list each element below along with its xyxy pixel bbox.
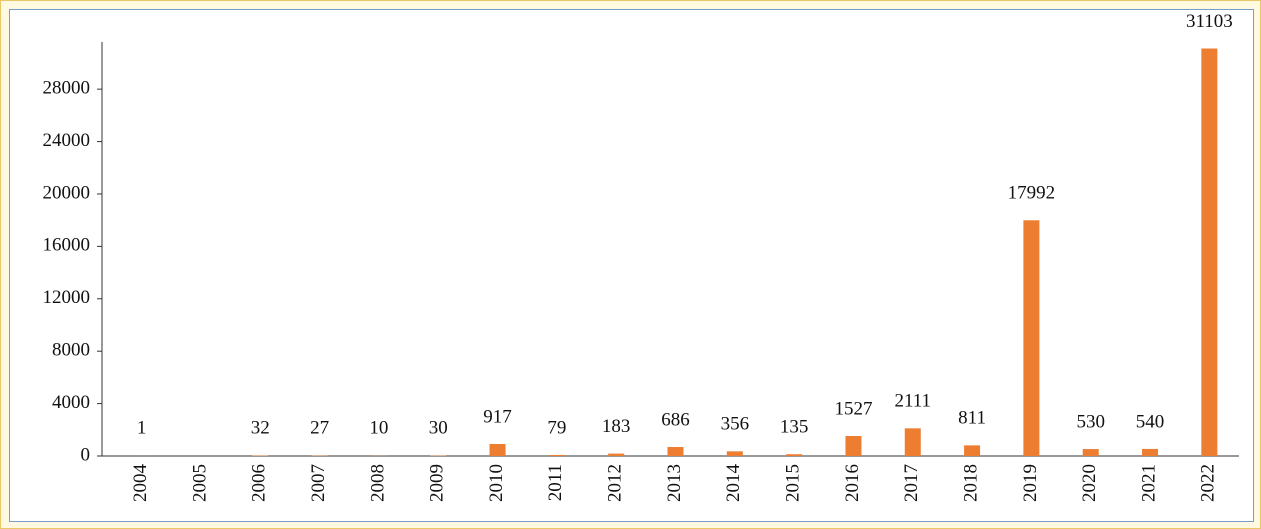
- x-tick-label: 2016: [842, 464, 863, 502]
- x-tick-label: 2022: [1198, 464, 1219, 502]
- x-tick-label: 2021: [1138, 464, 1159, 502]
- bar: [1082, 449, 1099, 456]
- x-tick-label: 2012: [605, 464, 626, 502]
- y-tick-label: 8000: [52, 340, 90, 361]
- y-tick-label: 12000: [43, 287, 91, 308]
- data-label: 32: [251, 417, 270, 438]
- data-label: 79: [547, 417, 566, 438]
- bar: [904, 428, 921, 456]
- x-tick-label: 2006: [249, 464, 270, 502]
- y-tick-label: 20000: [43, 182, 91, 203]
- data-label: 356: [721, 414, 750, 435]
- bar: [608, 453, 625, 456]
- data-label: 27: [310, 417, 329, 438]
- data-label: 1: [137, 417, 147, 438]
- chart: 0 4000 8000 12000 16000 20000 24000 28000 2004 1 2…: [9, 9, 1254, 522]
- y-tick-label: 0: [81, 444, 91, 465]
- x-tick-label: 2019: [1020, 464, 1041, 502]
- data-label: 30: [429, 417, 448, 438]
- x-tick-label: 2015: [782, 464, 803, 502]
- bar: [548, 454, 565, 456]
- x-tick-label: 2009: [427, 464, 448, 502]
- y-tick-label: 4000: [52, 392, 90, 413]
- x-tick-label: 2008: [367, 464, 388, 502]
- x-tick-label: 2013: [664, 464, 685, 502]
- bar: [1201, 48, 1218, 457]
- bar: [1142, 448, 1159, 456]
- bar: [1023, 220, 1040, 456]
- data-label: 2111: [894, 391, 931, 412]
- x-tick-label: 2007: [308, 464, 329, 502]
- data-label: 183: [602, 416, 631, 437]
- data-label: 811: [958, 408, 986, 429]
- x-tick-label: 2017: [901, 464, 922, 502]
- y-tick-label: 16000: [43, 235, 91, 256]
- data-label: 917: [483, 406, 512, 427]
- x-tick-label: 2011: [545, 464, 566, 501]
- x-tick-label: 2010: [486, 464, 507, 502]
- data-label: 530: [1076, 411, 1105, 432]
- bar: [667, 447, 684, 456]
- data-label: 1527: [834, 398, 872, 419]
- y-tick-label: 24000: [43, 130, 91, 151]
- x-tick-label: 2018: [960, 464, 981, 502]
- x-tick-label: 2014: [723, 464, 744, 503]
- y-tick-label: 28000: [43, 78, 91, 99]
- data-label: 686: [661, 409, 690, 430]
- data-label: 17992: [1008, 183, 1056, 204]
- data-label: 135: [780, 417, 809, 438]
- x-tick-label: 2020: [1079, 464, 1100, 502]
- data-label: 540: [1136, 411, 1165, 432]
- bar: [964, 445, 981, 456]
- bar: [845, 435, 862, 456]
- bar: [489, 443, 506, 456]
- x-tick-label: 2004: [130, 464, 151, 503]
- data-label: 31103: [1186, 11, 1233, 32]
- data-label: 10: [369, 417, 388, 438]
- bar: [726, 451, 743, 456]
- x-tick-label: 2005: [189, 464, 210, 502]
- bar: [786, 454, 803, 456]
